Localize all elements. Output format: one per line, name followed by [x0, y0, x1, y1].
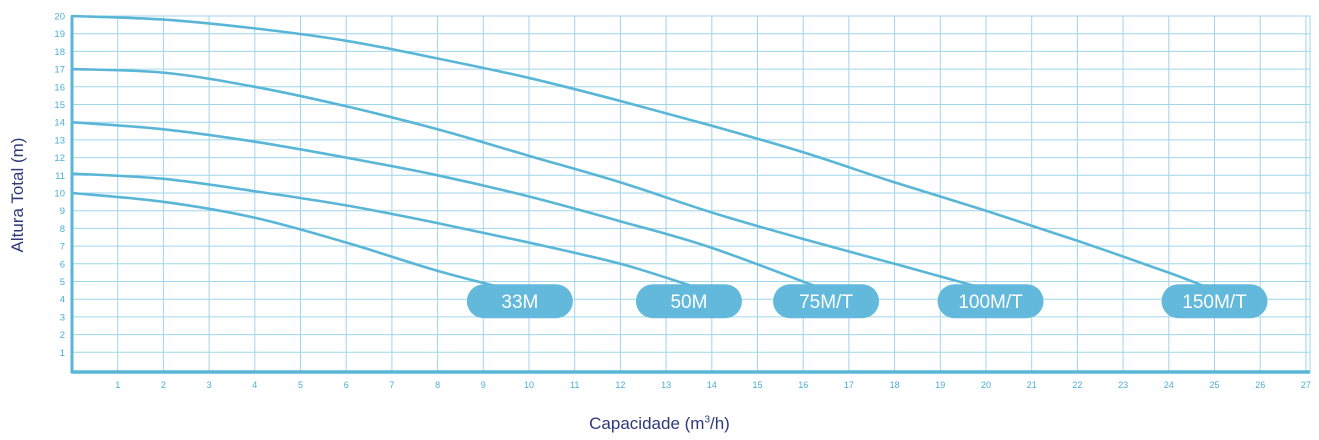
- x-tick-label: 26: [1255, 380, 1265, 390]
- x-axis-title-prefix: Capacidade (m: [589, 414, 705, 433]
- y-tick-label: 8: [60, 224, 65, 235]
- x-tick-label: 15: [752, 380, 762, 390]
- series-label-badge: [937, 284, 1044, 319]
- y-tick-label: 18: [54, 47, 65, 58]
- series-label: 33M: [501, 292, 538, 313]
- x-tick-label: 22: [1072, 380, 1082, 390]
- y-tick-label: 2: [60, 330, 65, 341]
- y-tick-label: 6: [60, 259, 65, 270]
- y-tick-label: 13: [54, 135, 65, 146]
- x-tick-label: 11: [570, 380, 579, 390]
- x-axis-title: Capacidade (m3/h): [0, 414, 1319, 434]
- y-tick-label: 15: [54, 100, 65, 111]
- series-label: 150M/T: [1182, 292, 1247, 313]
- x-tick-label: 25: [1209, 380, 1219, 390]
- series-line: [70, 172, 691, 287]
- y-tick-label: 3: [60, 312, 65, 323]
- x-tick-label: 24: [1164, 380, 1174, 390]
- series-label: 50M: [670, 292, 707, 313]
- x-tick-label: 21: [1027, 380, 1037, 390]
- x-tick-label: 12: [615, 380, 625, 390]
- y-tick-label: 19: [54, 29, 65, 40]
- y-tick-label: 20: [54, 12, 65, 23]
- x-tick-label: 19: [935, 380, 945, 390]
- y-tick-label: 5: [60, 277, 65, 288]
- x-tick-label: 27: [1301, 380, 1311, 390]
- x-tick-label: 16: [798, 380, 808, 390]
- x-tick-label: 2: [161, 380, 166, 390]
- x-tick-label: 23: [1118, 380, 1128, 390]
- y-tick-label: 14: [54, 118, 65, 129]
- y-tick-label: 10: [54, 189, 65, 200]
- y-tick-label: 1: [60, 348, 65, 359]
- y-tick-label: 11: [55, 171, 65, 182]
- series-label-badge: [635, 284, 742, 319]
- x-tick-label: 6: [344, 380, 349, 390]
- series-label-badge: [466, 284, 573, 319]
- x-tick-label: 1: [115, 380, 120, 390]
- x-tick-label: 7: [389, 380, 394, 390]
- y-tick-label: 9: [60, 206, 65, 217]
- x-axis-title-superscript: 3: [704, 414, 710, 426]
- x-tick-label: 8: [435, 380, 440, 390]
- y-tick-label: 17: [54, 65, 65, 76]
- series-line: [70, 14, 1216, 292]
- x-tick-label: 17: [844, 380, 854, 390]
- y-tick-label: 7: [60, 242, 65, 253]
- x-tick-label: 13: [661, 380, 671, 390]
- x-tick-label: 18: [890, 380, 900, 390]
- x-tick-label: 14: [707, 380, 717, 390]
- y-tick-label: 16: [54, 82, 65, 93]
- x-tick-label: 20: [981, 380, 991, 390]
- series-line: [70, 191, 522, 294]
- y-tick-label: 12: [54, 153, 65, 164]
- series-line: [70, 67, 992, 292]
- series-label-badge: [773, 284, 880, 319]
- x-tick-label: 5: [298, 380, 303, 390]
- series-label: 75M/T: [799, 292, 853, 313]
- series-label-badge: [1161, 284, 1268, 319]
- series-line: [70, 120, 828, 292]
- x-tick-label: 4: [252, 380, 257, 390]
- x-tick-label: 3: [207, 380, 212, 390]
- x-axis-title-suffix: /h): [710, 414, 730, 433]
- x-tick-label: 9: [481, 380, 486, 390]
- series-label: 100M/T: [958, 292, 1023, 313]
- y-tick-label: 4: [60, 295, 65, 306]
- y-axis-title: Altura Total (m): [8, 137, 27, 253]
- x-tick-label: 10: [524, 380, 534, 390]
- y-axis-title-wrap: Altura Total (m): [0, 0, 36, 390]
